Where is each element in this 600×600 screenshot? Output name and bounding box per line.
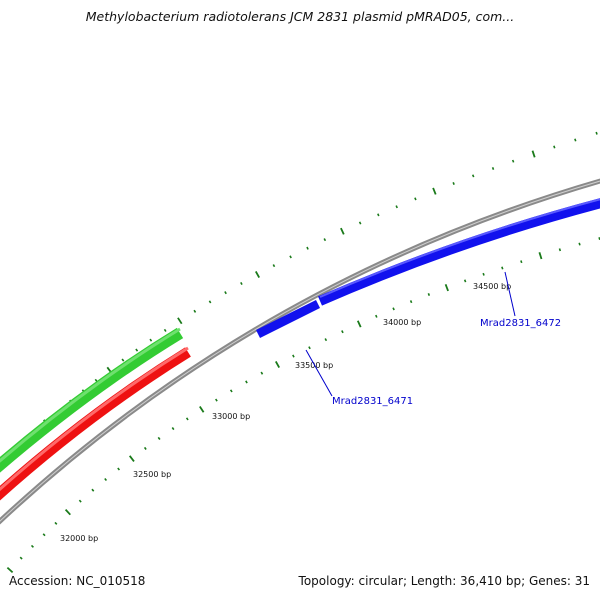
ruler-label: 33500 bp bbox=[295, 361, 333, 370]
inner-ring-tick bbox=[341, 330, 344, 334]
inner-ring-tick bbox=[482, 272, 485, 276]
inner-ring-tick bbox=[444, 283, 449, 292]
topology-summary: Topology: circular; Length: 36,410 bp; G… bbox=[298, 574, 590, 588]
map-title: Methylobacterium radiotolerans JCM 2831 … bbox=[85, 9, 515, 24]
inner-ring-tick bbox=[215, 398, 218, 402]
inner-ring-tick bbox=[501, 266, 504, 270]
forward-feature-arc bbox=[0, 327, 184, 473]
outer-ring-tick bbox=[323, 238, 327, 242]
inner-ring-tick bbox=[229, 389, 233, 393]
outer-ring-tick bbox=[94, 378, 98, 382]
outer-ring-tick bbox=[377, 213, 380, 217]
forward-feature-highlight bbox=[0, 327, 181, 463]
ruler-label: 32000 bp bbox=[60, 534, 98, 543]
inner-ring-tick bbox=[143, 446, 147, 450]
outer-ring-tick bbox=[177, 317, 183, 325]
outer-ring-tick bbox=[272, 264, 276, 268]
outer-ring-tick bbox=[358, 221, 362, 225]
outer-ring-tick bbox=[432, 187, 437, 195]
reverse-feature-arc bbox=[0, 347, 191, 501]
outer-ring-tick bbox=[595, 131, 598, 135]
inner-ring-tick bbox=[6, 566, 14, 574]
inner-ring-tick bbox=[245, 380, 248, 384]
inner-ring-tick bbox=[42, 533, 46, 537]
inner-ring-tick bbox=[64, 508, 71, 516]
outer-ring-tick bbox=[193, 309, 197, 313]
reverse-feature-highlight bbox=[0, 346, 189, 492]
inner-ring-tick bbox=[275, 360, 280, 369]
accession-text: Accession: NC_010518 bbox=[9, 574, 146, 588]
outer-ring-tick bbox=[240, 282, 243, 285]
inner-ring-tick bbox=[19, 556, 23, 560]
inner-ring-tick bbox=[78, 499, 82, 503]
gene-label-leader bbox=[504, 271, 516, 317]
outer-ring-tick bbox=[574, 138, 577, 142]
outer-ring-tick bbox=[395, 205, 398, 209]
inner-ring-tick bbox=[128, 455, 135, 462]
outer-ring-tick bbox=[208, 300, 212, 304]
backbone-arc-inner bbox=[0, 180, 600, 522]
inner-ring-tick bbox=[409, 300, 413, 304]
gene-arrow-6472-highlight bbox=[319, 198, 600, 298]
inner-ring-tick bbox=[308, 346, 311, 350]
outer-ring-tick bbox=[306, 246, 309, 250]
inner-ring-tick bbox=[427, 293, 431, 296]
gene-label: Mrad2831_6472 bbox=[480, 318, 561, 329]
inner-ring-tick bbox=[117, 467, 121, 471]
inner-ring-tick bbox=[260, 371, 264, 375]
inner-ring-tick bbox=[157, 436, 161, 440]
ruler-label: 32500 bp bbox=[133, 470, 171, 479]
inner-ring-tick bbox=[356, 320, 362, 328]
inner-ring-tick bbox=[324, 338, 328, 342]
inner-ring-tick bbox=[185, 417, 189, 421]
outer-ring-tick bbox=[471, 174, 475, 178]
gene-arrow-6471 bbox=[255, 299, 321, 339]
inner-ring-tick bbox=[104, 478, 108, 481]
outer-ring-tick bbox=[531, 150, 536, 158]
inner-ring-tick bbox=[578, 242, 581, 246]
outer-ring-tick bbox=[255, 270, 260, 279]
outer-ring-tick bbox=[414, 197, 417, 201]
ruler-label: 34500 bp bbox=[473, 282, 511, 291]
outer-ring-tick bbox=[340, 227, 345, 235]
ruler-label: 34000 bp bbox=[383, 318, 421, 327]
gene-label: Mrad2831_6471 bbox=[332, 396, 413, 407]
gene-label-leader bbox=[305, 349, 333, 397]
inner-ring-tick bbox=[538, 252, 543, 260]
outer-ring-tick bbox=[149, 338, 153, 342]
inner-ring-tick bbox=[375, 314, 378, 318]
inner-ring-tick bbox=[199, 406, 205, 413]
outer-ring-tick bbox=[289, 255, 292, 259]
outer-ring-tick bbox=[163, 328, 167, 332]
gene-arrow-6472 bbox=[318, 198, 600, 306]
inner-ring-tick bbox=[30, 544, 34, 548]
inner-ring-tick bbox=[91, 488, 95, 492]
inner-ring-tick bbox=[520, 260, 523, 264]
inner-ring-tick bbox=[392, 307, 395, 311]
outer-ring-tick bbox=[452, 182, 455, 185]
outer-ring-tick bbox=[135, 348, 139, 352]
outer-ring-tick bbox=[121, 358, 125, 362]
inner-ring-tick bbox=[54, 521, 58, 525]
outer-ring-tick bbox=[491, 167, 495, 170]
tick-layer bbox=[0, 131, 600, 574]
inner-ring-tick bbox=[292, 354, 295, 358]
inner-ring-tick bbox=[558, 248, 562, 252]
inner-ring-tick bbox=[171, 427, 175, 431]
ruler-label: 33000 bp bbox=[212, 412, 250, 421]
outer-ring-tick bbox=[553, 145, 556, 149]
inner-ring-tick bbox=[463, 279, 467, 283]
outer-ring-tick bbox=[511, 159, 515, 163]
outer-ring-tick bbox=[224, 291, 227, 295]
